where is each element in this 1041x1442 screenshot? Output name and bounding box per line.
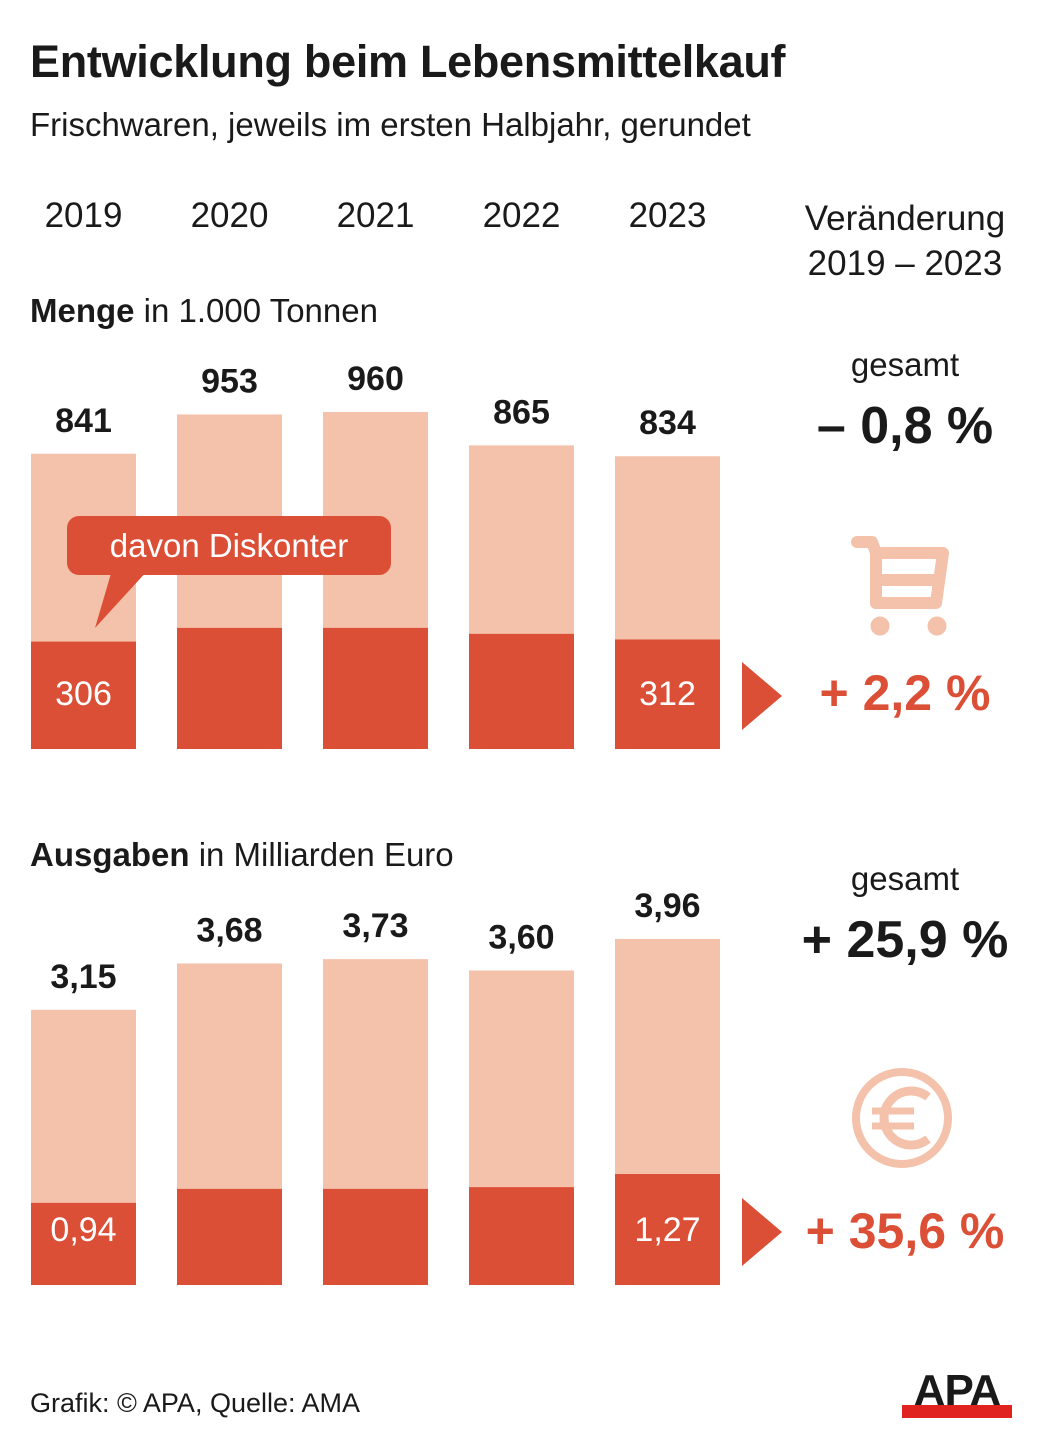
ausgaben-total-label-2021: 3,73 bbox=[342, 907, 408, 945]
ausgaben-bar-discounter-2019 bbox=[31, 1202, 136, 1285]
menge-chart: 841 306 953 960 865 834 312 bbox=[31, 360, 720, 749]
ausgaben-total-label-2020: 3,68 bbox=[196, 911, 262, 949]
menge-label-unit: in 1.000 Tonnen bbox=[134, 292, 378, 329]
menge-bar-discounter-2022 bbox=[469, 633, 574, 749]
menge-discounter-label-2019: 306 bbox=[55, 675, 112, 713]
menge-arrow-icon bbox=[742, 662, 782, 730]
menge-bar-discounter-2020 bbox=[177, 627, 282, 749]
callout-pointer bbox=[95, 570, 148, 628]
ausgaben-total-change: + 25,9 % bbox=[801, 911, 1009, 969]
ausgaben-discounter-change: + 35,6 % bbox=[805, 1203, 1005, 1259]
ausgaben-total-label-2022: 3,60 bbox=[488, 918, 554, 956]
ausgaben-bar-discounter-2021 bbox=[323, 1188, 428, 1285]
ausgaben-total-label-2019: 3,15 bbox=[50, 958, 116, 996]
shopping-cart-icon bbox=[851, 536, 949, 636]
change-header-line2: 2019 – 2023 bbox=[807, 244, 1003, 283]
menge-discounter-change: + 2,2 % bbox=[819, 665, 991, 721]
ausgaben-label-bold: Ausgaben bbox=[30, 836, 190, 873]
ausgaben-total-label-2023: 3,96 bbox=[634, 887, 700, 925]
ausgaben-arrow-icon bbox=[742, 1198, 782, 1266]
ausgaben-bar-discounter-2020 bbox=[177, 1188, 282, 1285]
menge-total-label-2022: 865 bbox=[493, 393, 550, 431]
chart-subtitle: Frischwaren, jeweils im ersten Halbjahr,… bbox=[30, 106, 751, 143]
ausgaben-label-unit: in Milliarden Euro bbox=[189, 836, 454, 873]
menge-discounter-label-2023: 312 bbox=[639, 675, 696, 713]
ausgaben-chart: 3,15 0,94 3,68 3,73 3,60 3,96 1,27 bbox=[31, 887, 720, 1285]
year-label-2020: 2020 bbox=[190, 196, 269, 235]
apa-logo: APA bbox=[902, 1368, 1012, 1418]
euro-coin-icon bbox=[852, 1068, 952, 1168]
discounter-callout: davon Diskonter bbox=[67, 516, 391, 575]
menge-gesamt-label: gesamt bbox=[850, 346, 960, 383]
menge-label-bold: Menge bbox=[30, 292, 135, 329]
menge-total-label-2021: 960 bbox=[347, 360, 404, 398]
menge-total-label-2020: 953 bbox=[201, 362, 258, 400]
menge-section-label: Menge in 1.000 Tonnen bbox=[30, 292, 378, 330]
menge-bar-discounter-2023 bbox=[615, 639, 720, 749]
year-label-2021: 2021 bbox=[336, 196, 415, 235]
chart-title: Entwicklung beim Lebensmittelkauf bbox=[30, 36, 786, 87]
apa-logo-bar bbox=[902, 1405, 1012, 1418]
menge-total-label-2019: 841 bbox=[55, 402, 112, 440]
ausgaben-gesamt-label: gesamt bbox=[850, 860, 960, 897]
ausgaben-bar-discounter-2023 bbox=[615, 1174, 720, 1285]
ausgaben-discounter-label-2023: 1,27 bbox=[634, 1211, 700, 1249]
change-header-line1: Veränderung bbox=[804, 199, 1006, 238]
source-credit: Grafik: © APA, Quelle: AMA bbox=[30, 1388, 361, 1418]
menge-total-label-2023: 834 bbox=[639, 404, 696, 442]
menge-total-change: – 0,8 % bbox=[816, 397, 994, 455]
year-label-2022: 2022 bbox=[482, 196, 561, 235]
ausgaben-section-label: Ausgaben in Milliarden Euro bbox=[30, 836, 454, 874]
ausgaben-bar-discounter-2022 bbox=[469, 1187, 574, 1285]
change-column-header: Veränderung 2019 – 2023 bbox=[780, 196, 1030, 286]
menge-bar-discounter-2021 bbox=[323, 627, 428, 749]
ausgaben-discounter-label-2019: 0,94 bbox=[50, 1211, 116, 1249]
year-label-2019: 2019 bbox=[44, 196, 123, 235]
menge-bar-discounter-2019 bbox=[31, 641, 136, 749]
year-label-2023: 2023 bbox=[628, 196, 707, 235]
